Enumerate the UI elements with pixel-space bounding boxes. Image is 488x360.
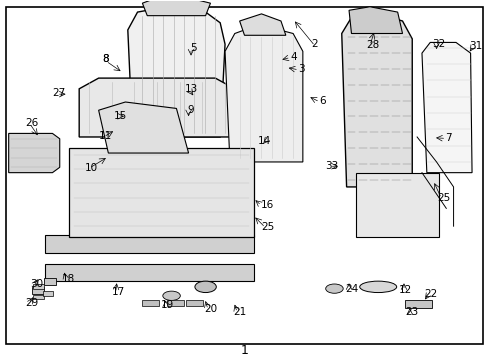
Text: 22: 22 xyxy=(423,289,436,299)
Polygon shape xyxy=(239,14,285,35)
Text: 18: 18 xyxy=(62,274,75,284)
Text: 19: 19 xyxy=(161,300,174,310)
Bar xyxy=(166,300,183,306)
Text: 7: 7 xyxy=(445,133,451,143)
Polygon shape xyxy=(127,9,224,137)
Text: 17: 17 xyxy=(111,287,124,297)
Bar xyxy=(42,292,53,296)
Bar xyxy=(404,300,431,308)
Text: 28: 28 xyxy=(365,40,378,50)
Ellipse shape xyxy=(195,281,216,293)
Bar xyxy=(33,295,43,299)
Text: 25: 25 xyxy=(261,222,274,232)
Text: 26: 26 xyxy=(25,118,38,128)
Text: 1: 1 xyxy=(240,344,248,357)
Bar xyxy=(32,287,43,294)
Text: 32: 32 xyxy=(431,39,445,49)
Ellipse shape xyxy=(325,284,343,293)
Text: 16: 16 xyxy=(261,200,274,210)
Polygon shape xyxy=(421,42,471,173)
Text: 8: 8 xyxy=(102,54,109,64)
Ellipse shape xyxy=(163,291,180,300)
Text: 15: 15 xyxy=(114,111,127,121)
Text: 31: 31 xyxy=(468,41,481,51)
Text: 29: 29 xyxy=(25,298,38,308)
Text: 9: 9 xyxy=(187,105,194,115)
Text: 3: 3 xyxy=(298,64,305,74)
Polygon shape xyxy=(99,102,188,153)
Text: 25: 25 xyxy=(436,193,449,203)
Polygon shape xyxy=(224,24,302,162)
Text: 33: 33 xyxy=(325,161,338,171)
Text: 21: 21 xyxy=(233,307,246,317)
Polygon shape xyxy=(45,235,254,253)
Bar xyxy=(186,300,203,306)
Polygon shape xyxy=(69,148,254,237)
Polygon shape xyxy=(341,12,411,187)
Text: 8: 8 xyxy=(102,54,109,64)
Text: 23: 23 xyxy=(405,307,418,317)
Text: 24: 24 xyxy=(344,284,357,294)
Text: 4: 4 xyxy=(290,52,296,62)
Text: 27: 27 xyxy=(52,89,65,98)
Text: 13: 13 xyxy=(184,84,197,94)
Text: 11: 11 xyxy=(99,131,112,141)
Polygon shape xyxy=(142,0,210,16)
Text: 10: 10 xyxy=(84,163,98,173)
Text: 6: 6 xyxy=(318,96,325,106)
Polygon shape xyxy=(79,78,234,137)
Text: 2: 2 xyxy=(311,39,318,49)
Bar xyxy=(142,300,159,306)
Bar xyxy=(44,278,56,285)
Polygon shape xyxy=(356,173,438,237)
Polygon shape xyxy=(348,7,402,33)
Text: 5: 5 xyxy=(190,43,196,53)
Polygon shape xyxy=(9,134,60,173)
Bar xyxy=(33,284,43,289)
Text: 30: 30 xyxy=(30,279,43,289)
Text: 14: 14 xyxy=(257,136,270,145)
Text: 12: 12 xyxy=(399,285,412,295)
Polygon shape xyxy=(45,264,254,282)
Ellipse shape xyxy=(359,281,396,293)
Text: 20: 20 xyxy=(203,304,217,314)
